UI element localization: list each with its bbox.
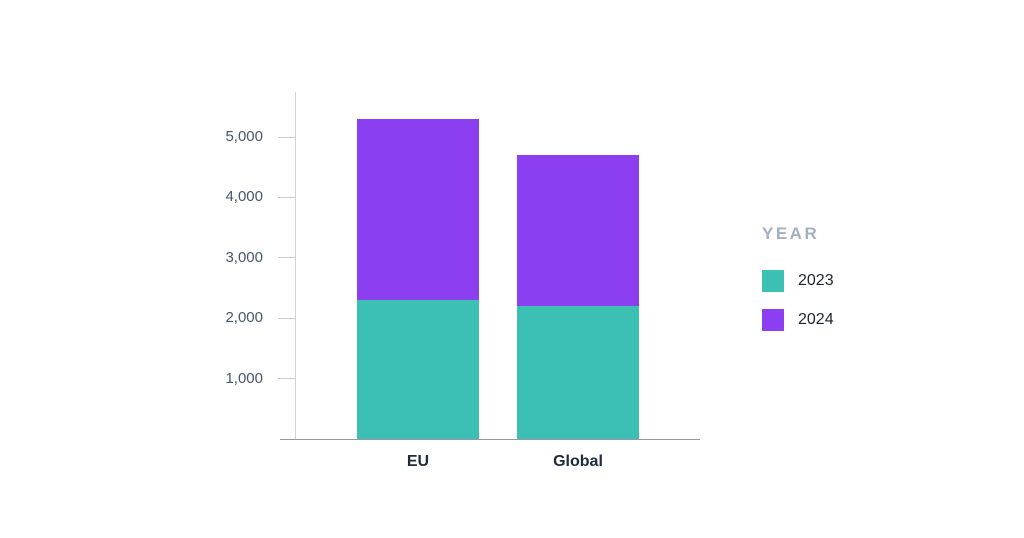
y-tick-label-3000: 3,000 (225, 248, 263, 266)
legend: YEAR 2023 2024 (762, 224, 902, 348)
y-tick-mark-4000 (278, 196, 295, 198)
y-tick-label-5000: 5,000 (225, 128, 263, 145)
y-tick-label-2000: 2,000 (225, 309, 263, 327)
bar-segment-2023-eu (357, 300, 479, 439)
y-tick-label-4000: 4,000 (225, 188, 263, 206)
legend-label-2023: 2023 (798, 272, 834, 289)
bar-segment-2023-global (517, 306, 639, 439)
y-tick-mark-1000 (278, 378, 295, 380)
y-tick-mark-5000 (278, 136, 295, 138)
y-tick-mark-3000 (278, 257, 295, 259)
legend-swatch-2023 (762, 270, 784, 292)
x-axis-label-eu: EU (406, 453, 430, 470)
bar-segment-2024-global (517, 155, 639, 307)
x-axis-label-global: Global (553, 453, 603, 470)
bar-segment-2024-eu (357, 118, 479, 301)
legend-item-2023: 2023 (762, 270, 902, 292)
legend-swatch-2024 (762, 309, 784, 331)
legend-item-2024: 2024 (762, 309, 902, 331)
x-axis-line (280, 439, 700, 440)
legend-label-2024: 2024 (798, 311, 834, 328)
legend-title: YEAR (762, 224, 820, 243)
y-axis-line (295, 92, 296, 439)
y-tick-mark-2000 (278, 317, 295, 319)
y-tick-label-1000: 1,000 (225, 369, 263, 387)
